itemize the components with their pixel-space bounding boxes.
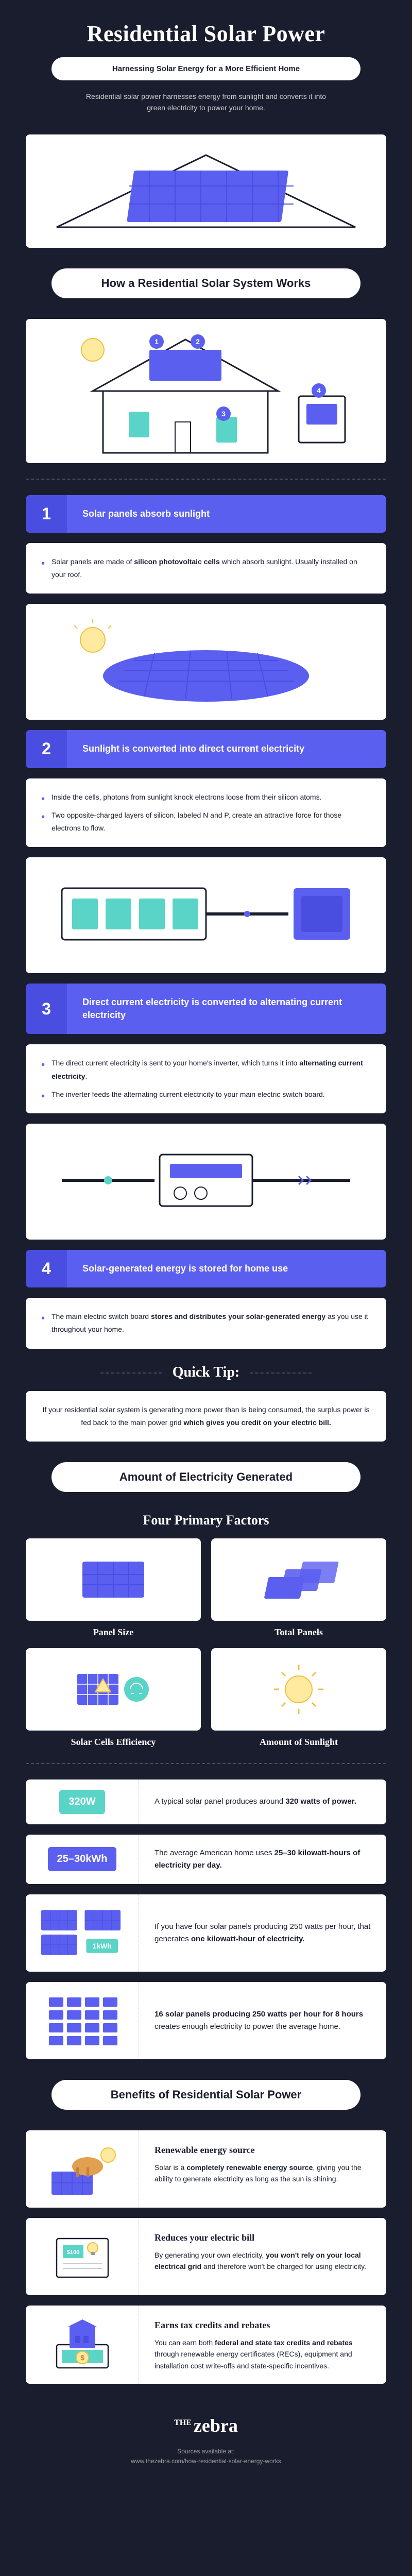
intro-text: Residential solar power harnesses energy…	[77, 91, 335, 114]
benefit-renewable: Renewable energy source Solar is a compl…	[26, 2130, 386, 2208]
house-diagram-illustration: 1 2 3 4	[26, 319, 386, 463]
step-number: 1	[26, 495, 67, 533]
factor-label: Total Panels	[211, 1627, 386, 1638]
svg-text:1kWh: 1kWh	[93, 1942, 112, 1950]
step-bullets-1: Solar panels are made of silicon photovo…	[26, 543, 386, 594]
benefit-title: Reduces your electric bill	[154, 2230, 371, 2245]
diagram-marker-3: 3	[216, 406, 231, 421]
step-bullets-4: The main electric switch board stores an…	[26, 1298, 386, 1348]
subtitle-pill: Harnessing Solar Energy for a More Effic…	[52, 57, 360, 80]
roof-solar-panel-illustration	[26, 134, 386, 248]
info-row-1kwh: 1kWh If you have four solar panels produ…	[26, 1894, 386, 1972]
page-title: Residential Solar Power	[26, 21, 386, 47]
factors-grid: Panel Size Total Panels Solar Cells Effi…	[26, 1538, 386, 1748]
how-works-header: How a Residential Solar System Works	[52, 268, 360, 298]
step-row-1: 1 Solar panels absorb sunlight	[26, 495, 386, 533]
benefit-tax-credits: $ Earns tax credits and rebates You can …	[26, 2306, 386, 2384]
step-title: Solar panels absorb sunlight	[67, 495, 225, 533]
factor-label: Panel Size	[26, 1627, 201, 1638]
diagram-marker-2: 2	[191, 334, 205, 349]
electricity-header: Amount of Electricity Generated	[52, 1462, 360, 1492]
step-title: Sunlight is converted into direct curren…	[67, 730, 320, 768]
benefit-title: Earns tax credits and rebates	[154, 2318, 371, 2333]
panels-grid-icon	[44, 1992, 121, 2049]
quick-tip-header: Quick Tip:	[26, 1364, 386, 1381]
factor-label: Amount of Sunlight	[211, 1737, 386, 1748]
info-row-320w: 320W A typical solar panel produces arou…	[26, 1780, 386, 1824]
benefit-title: Renewable energy source	[154, 2143, 371, 2158]
step-title: Solar-generated energy is stored for hom…	[67, 1250, 303, 1287]
step-number: 2	[26, 730, 67, 768]
info-row-16panels: 16 solar panels producing 250 watts per …	[26, 1982, 386, 2059]
step-3-illustration	[26, 1124, 386, 1240]
footer-logo: THEzebra	[26, 2415, 386, 2436]
step-number: 4	[26, 1250, 67, 1287]
footer: THEzebra Sources available at: www.theze…	[26, 2394, 386, 2477]
four-factors-header: Four Primary Factors	[26, 1513, 386, 1528]
benefit-reduces-bill: $100 Reduces your electric bill By gener…	[26, 2218, 386, 2295]
footer-sources: Sources available at: www.thezebra.com/h…	[26, 2447, 386, 2466]
badge-25-30kwh: 25–30kWh	[48, 1847, 117, 1871]
info-row-25-30kwh: 25–30kWh The average American home uses …	[26, 1835, 386, 1884]
badge-320w: 320W	[59, 1790, 105, 1814]
diagram-marker-1: 1	[149, 334, 164, 349]
quick-tip-text: If your residential solar system is gene…	[26, 1391, 386, 1442]
step-row-2: 2 Sunlight is converted into direct curr…	[26, 730, 386, 768]
panels-1kwh-icon: 1kWh	[36, 1905, 128, 1961]
step-2-illustration	[26, 857, 386, 973]
svg-text:$100: $100	[66, 2249, 79, 2256]
tax-credit-icon: $	[41, 2316, 124, 2373]
step-row-4: 4 Solar-generated energy is stored for h…	[26, 1250, 386, 1287]
factor-card-sunlight	[211, 1648, 386, 1731]
divider	[26, 479, 386, 480]
factor-label: Solar Cells Efficiency	[26, 1737, 201, 1748]
svg-text:$: $	[80, 2353, 84, 2362]
factor-card-panel-size	[26, 1538, 201, 1621]
factor-card-total-panels	[211, 1538, 386, 1621]
divider	[26, 1763, 386, 1764]
electric-bill-icon: $100	[41, 2228, 124, 2285]
factor-card-efficiency	[26, 1648, 201, 1731]
step-1-illustration	[26, 604, 386, 720]
diagram-marker-4: 4	[312, 383, 326, 398]
step-bullets-3: The direct current electricity is sent t…	[26, 1044, 386, 1113]
step-title: Direct current electricity is converted …	[67, 984, 386, 1034]
step-row-3: 3 Direct current electricity is converte…	[26, 984, 386, 1034]
renewable-icon	[41, 2141, 124, 2197]
benefits-header: Benefits of Residential Solar Power	[52, 2080, 360, 2110]
step-number: 3	[26, 984, 67, 1034]
step-bullets-2: Inside the cells, photons from sunlight …	[26, 778, 386, 848]
